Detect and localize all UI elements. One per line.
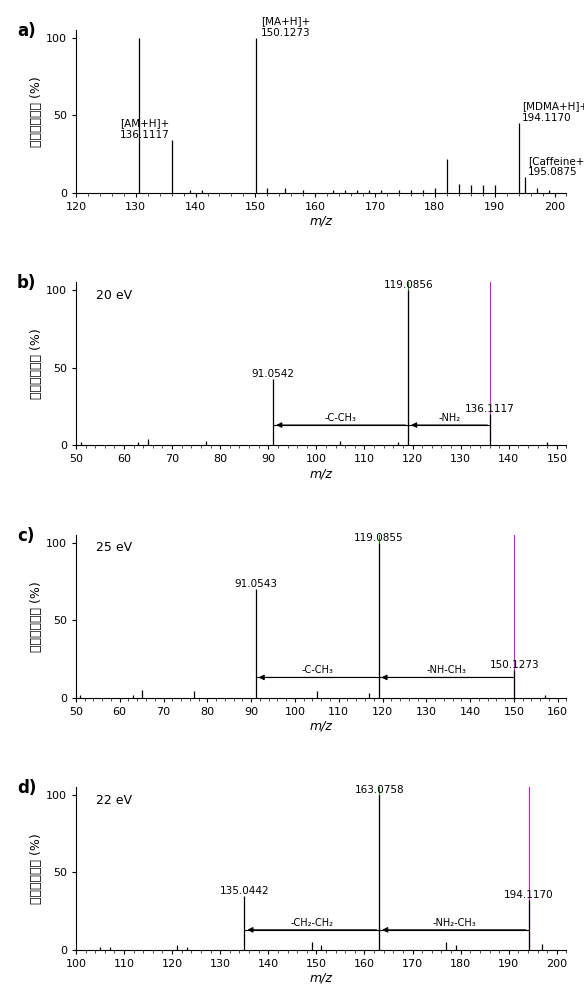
Text: c): c) (17, 527, 34, 545)
Text: 135.0442: 135.0442 (220, 886, 269, 896)
Y-axis label: 相对离子强度 (%): 相对离子强度 (%) (30, 76, 43, 147)
Text: 194.1170: 194.1170 (504, 890, 554, 900)
Text: 91.0542: 91.0542 (252, 369, 295, 379)
Text: 136.1117: 136.1117 (465, 404, 515, 414)
Text: d): d) (17, 779, 36, 797)
Text: 22 eV: 22 eV (96, 794, 131, 807)
Text: 20 eV: 20 eV (96, 289, 131, 302)
Text: 119.0856: 119.0856 (383, 280, 433, 290)
X-axis label: m/z: m/z (310, 972, 333, 985)
Text: -CH₂-CH₂: -CH₂-CH₂ (290, 918, 333, 928)
Text: -C-CH₃: -C-CH₃ (301, 665, 333, 675)
Text: -C-CH₃: -C-CH₃ (325, 413, 357, 423)
Text: b): b) (17, 274, 36, 292)
Text: -NH₂: -NH₂ (438, 413, 460, 423)
Text: [Caffeine+H]+
195.0875: [Caffeine+H]+ 195.0875 (528, 156, 584, 177)
X-axis label: m/z: m/z (310, 215, 333, 228)
Text: [AM+H]+
136.1117: [AM+H]+ 136.1117 (120, 119, 169, 140)
X-axis label: m/z: m/z (310, 719, 333, 732)
Text: a): a) (17, 22, 36, 40)
Y-axis label: 相对离子强度 (%): 相对离子强度 (%) (30, 833, 43, 904)
Text: [MA+H]+
150.1273: [MA+H]+ 150.1273 (261, 16, 311, 38)
Y-axis label: 相对离子强度 (%): 相对离子强度 (%) (30, 581, 43, 652)
Text: 25 eV: 25 eV (96, 541, 131, 554)
Text: 119.0855: 119.0855 (354, 533, 404, 543)
Text: 150.1273: 150.1273 (489, 660, 539, 670)
Text: [MDMA+H]+
194.1170: [MDMA+H]+ 194.1170 (522, 101, 584, 123)
Text: 163.0758: 163.0758 (354, 785, 404, 795)
Y-axis label: 相对离子强度 (%): 相对离子强度 (%) (30, 328, 43, 399)
Text: 91.0543: 91.0543 (234, 579, 277, 589)
Text: -NH₂-CH₃: -NH₂-CH₃ (432, 918, 476, 928)
X-axis label: m/z: m/z (310, 467, 333, 480)
Text: -NH-CH₃: -NH-CH₃ (426, 665, 467, 675)
